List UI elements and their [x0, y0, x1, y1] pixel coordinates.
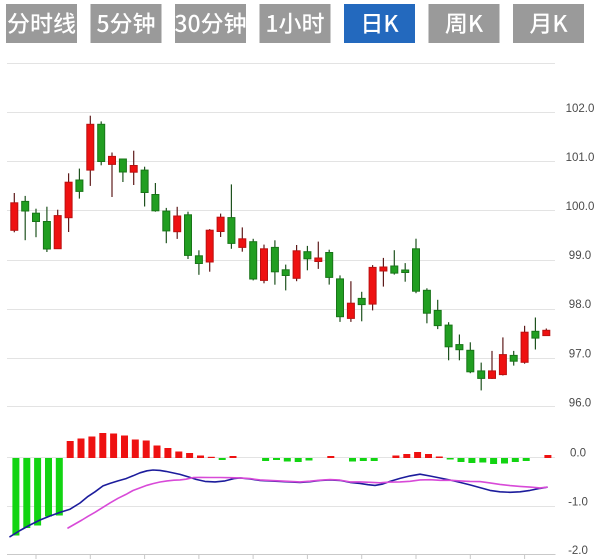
- svg-text:96.0: 96.0: [569, 397, 591, 409]
- svg-text:98.0: 98.0: [569, 299, 591, 311]
- svg-text:-2.0: -2.0: [568, 545, 588, 557]
- svg-text:101.0: 101.0: [566, 152, 595, 164]
- svg-text:100.0: 100.0: [566, 201, 595, 213]
- svg-text:99.0: 99.0: [569, 250, 591, 262]
- svg-text:0.0: 0.0: [570, 447, 586, 459]
- svg-text:102.0: 102.0: [566, 103, 595, 115]
- svg-text:97.0: 97.0: [569, 348, 591, 360]
- svg-text:-1.0: -1.0: [568, 497, 588, 509]
